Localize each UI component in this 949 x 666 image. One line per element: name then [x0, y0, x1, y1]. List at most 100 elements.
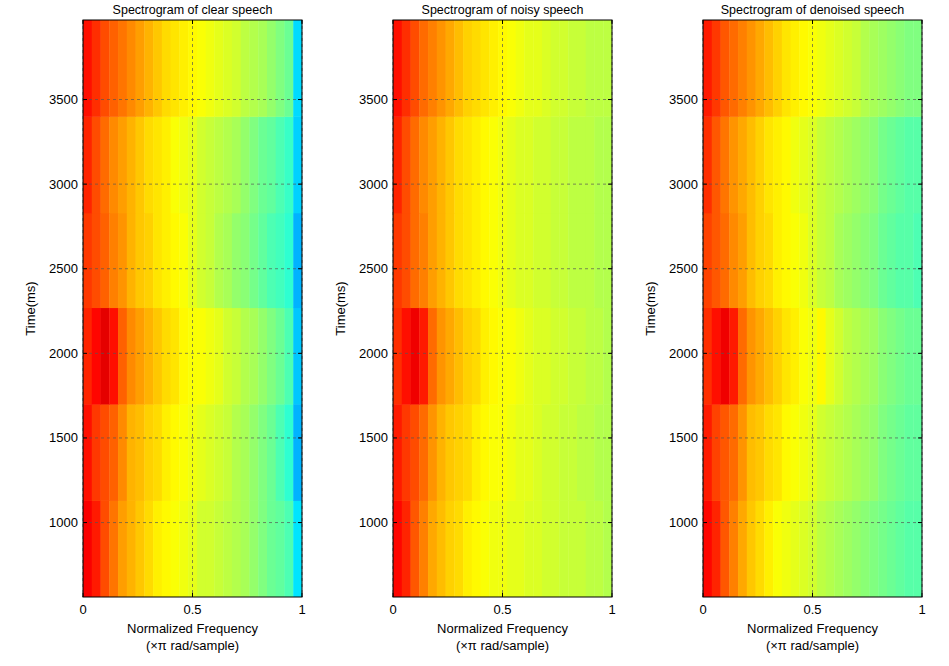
grid-line	[83, 99, 302, 100]
cell	[223, 308, 232, 405]
cell	[524, 116, 533, 213]
cell	[419, 213, 428, 308]
cell	[489, 308, 498, 405]
cell	[568, 308, 577, 405]
cells	[393, 20, 612, 597]
cell	[258, 20, 267, 117]
axis-title: Normalized Frequency(×π rad/sample)	[437, 621, 568, 653]
tick	[393, 353, 397, 354]
cell	[393, 501, 402, 597]
cell	[738, 501, 747, 597]
tick-label: 3000	[669, 177, 698, 192]
tick	[302, 593, 303, 597]
cell	[481, 404, 490, 501]
cell	[542, 404, 551, 501]
cell	[834, 404, 843, 501]
cell	[817, 308, 826, 405]
cell	[249, 20, 258, 117]
tick	[608, 522, 612, 523]
tick	[608, 184, 612, 185]
tick	[298, 437, 302, 438]
cell	[92, 308, 101, 405]
grid-line	[703, 99, 922, 100]
cell	[603, 404, 612, 501]
tick-label: 0.5	[803, 602, 821, 617]
cell	[826, 501, 835, 597]
cell	[826, 116, 835, 213]
tick	[83, 99, 87, 100]
cell	[852, 501, 861, 597]
cell	[507, 308, 516, 405]
cell	[559, 308, 568, 405]
background	[0, 0, 949, 666]
cell	[852, 20, 861, 117]
cell	[594, 20, 603, 117]
tick	[608, 268, 612, 269]
cell	[852, 308, 861, 405]
tick	[83, 353, 87, 354]
tick	[918, 268, 922, 269]
tick	[83, 437, 87, 438]
cell	[843, 116, 852, 213]
cell	[542, 116, 551, 213]
grid-line	[703, 522, 922, 523]
cell	[109, 116, 118, 213]
tick-label: 2500	[669, 261, 698, 276]
cell	[852, 404, 861, 501]
cell	[773, 116, 782, 213]
cell	[428, 20, 437, 117]
cell	[817, 501, 826, 597]
cell	[729, 501, 738, 597]
cell	[843, 501, 852, 597]
cell	[241, 116, 250, 213]
cell	[472, 308, 481, 405]
cell	[799, 20, 808, 117]
title: Spectrogram of denoised speech	[721, 3, 904, 17]
tick-label: 1000	[669, 515, 698, 530]
cell	[428, 308, 437, 405]
cell	[437, 20, 446, 117]
axis-title: Time(ms)	[643, 281, 658, 335]
tick	[393, 437, 397, 438]
cell	[223, 116, 232, 213]
cell	[293, 20, 302, 117]
tick	[703, 353, 707, 354]
tick	[393, 593, 394, 597]
cell	[481, 116, 490, 213]
cell	[603, 213, 612, 308]
cell	[764, 116, 773, 213]
cell	[594, 404, 603, 501]
cell	[92, 20, 101, 117]
tick	[83, 268, 87, 269]
cell	[738, 20, 747, 117]
cell	[551, 116, 560, 213]
cell	[136, 308, 145, 405]
cell	[791, 213, 800, 308]
cell	[904, 308, 913, 405]
tick	[302, 20, 303, 24]
cell	[109, 20, 118, 117]
cell	[293, 501, 302, 597]
cell	[896, 404, 905, 501]
cell	[817, 213, 826, 308]
cell	[542, 308, 551, 405]
cell	[101, 20, 110, 117]
cell	[594, 501, 603, 597]
tick-label: 1500	[359, 430, 388, 445]
tick	[502, 20, 503, 24]
cell	[782, 404, 791, 501]
tick	[393, 20, 394, 24]
cell	[92, 501, 101, 597]
cell	[428, 213, 437, 308]
cell	[577, 308, 586, 405]
cell	[214, 501, 223, 597]
cell	[542, 213, 551, 308]
cell	[729, 116, 738, 213]
cell	[773, 20, 782, 117]
grid-line	[393, 353, 612, 354]
cell	[791, 20, 800, 117]
axis-title: Normalized Frequency(×π rad/sample)	[747, 621, 878, 653]
tick-label: 1500	[669, 430, 698, 445]
cell	[249, 308, 258, 405]
cell	[284, 20, 293, 117]
